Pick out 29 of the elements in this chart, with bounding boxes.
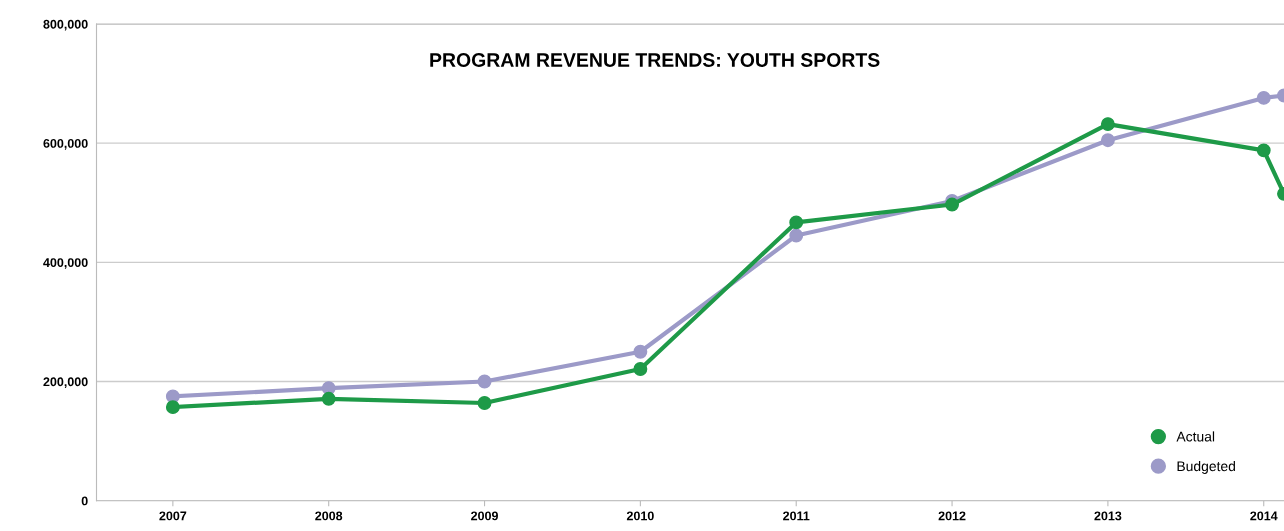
point bbox=[633, 362, 648, 376]
x-tick-label: 2013 bbox=[1094, 511, 1122, 521]
text: PROGRAM REVENUE TRENDS: YOUTH SPORTS bbox=[430, 53, 880, 67]
point bbox=[633, 344, 648, 359]
y-tick-label: 800,000 bbox=[43, 19, 88, 31]
point bbox=[477, 374, 492, 389]
point bbox=[1100, 133, 1115, 148]
x-tick-label: 2009 bbox=[471, 511, 498, 521]
y-tick-label: 400,000 bbox=[43, 258, 88, 269]
point bbox=[1100, 117, 1115, 132]
point bbox=[165, 400, 180, 415]
legend-label: Budgeted bbox=[1177, 460, 1235, 474]
x-tick-label: 2011 bbox=[783, 511, 810, 521]
x-tick-label: 2007 bbox=[159, 511, 187, 521]
y-tick-label: 600,000 bbox=[43, 138, 88, 150]
point bbox=[477, 396, 492, 410]
x-tick-label: 2010 bbox=[626, 511, 654, 521]
x-tick-label: 2012 bbox=[938, 511, 966, 521]
point bbox=[1256, 143, 1271, 158]
y-tick-label: 200,000 bbox=[43, 377, 88, 388]
point bbox=[321, 391, 336, 406]
point bbox=[945, 197, 960, 212]
point bbox=[789, 228, 804, 243]
x-tick-label: 2008 bbox=[315, 511, 343, 521]
y-tick-label: 0 bbox=[81, 496, 88, 506]
x-tick-label: 2014 bbox=[1250, 511, 1278, 521]
point bbox=[789, 215, 804, 230]
point bbox=[1256, 90, 1271, 105]
legend-label: Actual bbox=[1176, 431, 1215, 442]
